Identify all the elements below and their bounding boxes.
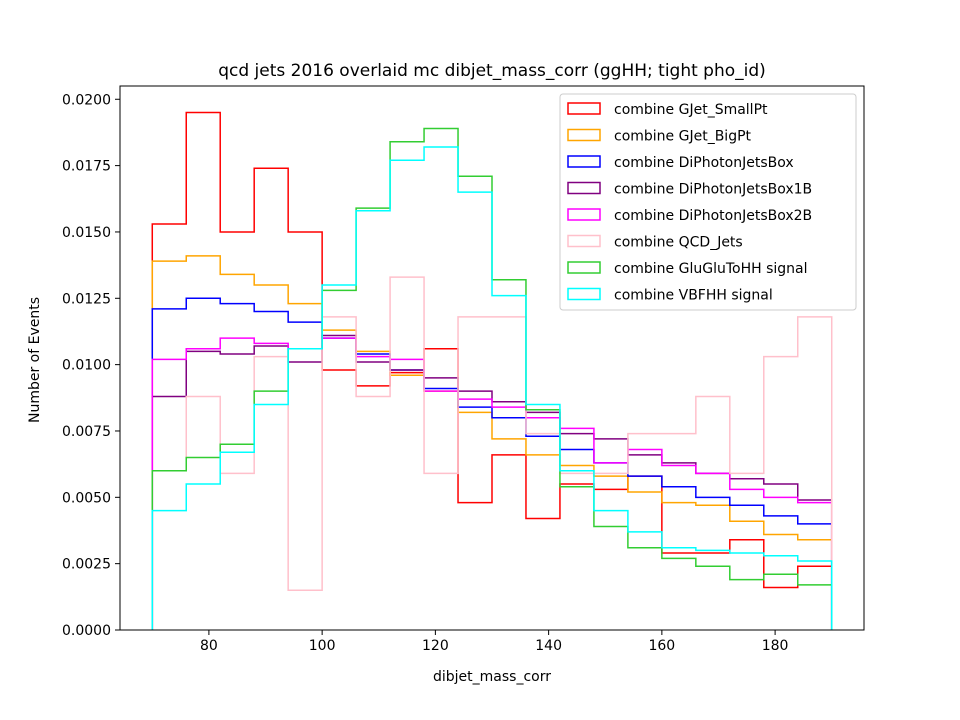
x-axis: 80 100 120 140 160 180 — [200, 630, 788, 654]
x-tick-label: 120 — [422, 638, 449, 654]
legend-label: combine DiPhotonJetsBox — [614, 155, 794, 171]
series-layer — [151, 111, 833, 630]
legend-swatch — [567, 128, 601, 142]
legend-swatch — [567, 102, 601, 115]
legend-swatch — [567, 208, 601, 221]
y-tick-label: 0.0200 — [62, 92, 111, 108]
x-tick-label: 180 — [762, 638, 789, 654]
legend-box — [559, 93, 857, 311]
legend-label: combine QCD_Jets — [614, 235, 743, 251]
y-tick-label: 0.0075 — [62, 424, 111, 440]
legend-swatch — [567, 234, 601, 248]
x-tick-label: 100 — [309, 638, 336, 654]
legend-label: combine DiPhotonJetsBox1B — [614, 182, 812, 198]
y-axis: 0.0000 0.0025 0.0050 0.0075 0.0100 0.0125 0.01… — [62, 92, 120, 639]
legend-label: combine DiPhotonJetsBox2B — [614, 208, 812, 224]
y-tick-label: 0.0125 — [62, 291, 111, 307]
y-tick-label: 0.0175 — [62, 159, 111, 175]
legend-label: combine GJet_BigPt — [614, 129, 752, 145]
chart-title: qcd jets 2016 overlaid mc dibjet_mass_co… — [218, 61, 766, 81]
legend-label: combine GluGluToHH signal — [614, 261, 808, 277]
x-tick-label: 160 — [648, 638, 675, 654]
series-line-2 — [151, 297, 833, 630]
legend-label: combine GJet_SmallPt — [614, 102, 768, 118]
series-line-4 — [151, 337, 833, 630]
y-tick-label: 0.0050 — [62, 490, 111, 506]
x-axis-label: dibjet_mass_corr — [433, 669, 551, 685]
y-axis-label: Number of Events — [27, 297, 43, 423]
legend-swatch — [567, 261, 601, 274]
plot-frame — [119, 85, 865, 631]
series-line-1 — [151, 255, 833, 630]
series-line-7 — [151, 146, 833, 630]
y-tick-label: 0.0100 — [62, 358, 111, 374]
y-tick-label: 0.0025 — [62, 557, 111, 573]
legend-swatch — [567, 287, 601, 301]
y-tick-label: 0.0150 — [62, 225, 111, 241]
series-line-0 — [151, 111, 833, 630]
y-tick-label: 0.0000 — [62, 623, 111, 639]
legend-swatch — [567, 155, 601, 168]
x-tick-label: 140 — [535, 638, 562, 654]
legend-label: combine VBFHH signal — [614, 288, 773, 304]
legend-swatch — [567, 181, 601, 195]
x-tick-label: 80 — [200, 638, 218, 654]
